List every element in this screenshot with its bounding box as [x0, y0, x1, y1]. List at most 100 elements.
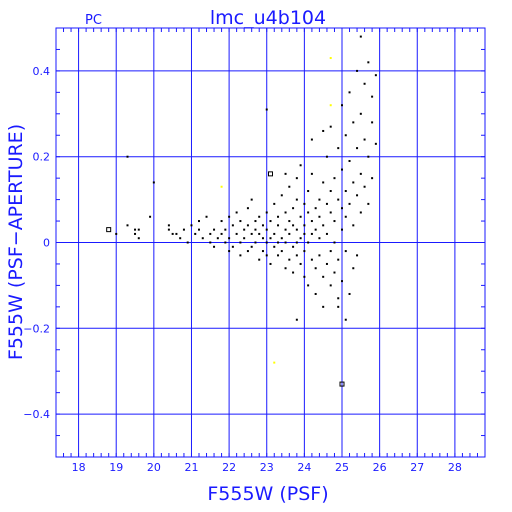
data-point	[352, 121, 355, 124]
data-point	[303, 232, 306, 235]
x-tick-label: 22	[222, 461, 236, 474]
data-point	[325, 202, 328, 205]
grid	[55, 27, 486, 458]
data-point	[314, 207, 317, 210]
data-point	[363, 138, 366, 141]
data-point	[273, 202, 276, 205]
data-point	[344, 250, 347, 253]
y-tick-label: 0.2	[33, 151, 51, 164]
data-point	[341, 280, 343, 283]
data-point	[318, 198, 321, 201]
data-point	[352, 224, 355, 227]
data-point	[246, 207, 249, 210]
data-point	[228, 215, 231, 218]
y-tick-label: −0.2	[23, 322, 50, 335]
x-tick-label: 18	[72, 461, 86, 474]
data-point	[329, 284, 332, 287]
data-point	[213, 245, 216, 248]
data-point	[250, 245, 253, 248]
data-point	[337, 258, 340, 261]
data-point	[318, 254, 321, 257]
data-point	[341, 207, 343, 210]
data-point	[137, 237, 140, 240]
data-point	[224, 241, 227, 244]
data-point	[374, 74, 377, 77]
data-point	[371, 121, 374, 124]
data-point	[235, 232, 238, 235]
data-point	[239, 220, 242, 223]
data-point	[310, 232, 313, 235]
data-point	[329, 211, 332, 214]
data-point	[307, 190, 310, 193]
data-point	[220, 220, 223, 223]
data-point	[216, 237, 219, 240]
data-point	[299, 262, 302, 265]
data-point	[265, 254, 268, 257]
data-point	[359, 211, 362, 214]
data-point	[295, 254, 298, 257]
data-point	[307, 241, 310, 244]
data-point	[239, 241, 242, 244]
data-point	[134, 228, 137, 231]
data-point	[299, 164, 302, 167]
data-point	[318, 215, 321, 218]
data-point	[314, 228, 317, 231]
data-point	[277, 224, 280, 227]
data-point	[295, 177, 298, 180]
data-point	[356, 147, 359, 150]
x-tick-label: 27	[410, 461, 424, 474]
data-point	[258, 215, 261, 218]
data-point	[149, 215, 152, 218]
corner-label: PC	[85, 13, 102, 28]
data-point	[280, 237, 283, 240]
x-tick-label: 19	[109, 461, 123, 474]
data-point	[254, 228, 257, 231]
data-point	[356, 254, 359, 257]
data-point	[280, 194, 283, 197]
data-point	[126, 224, 129, 227]
data-point	[292, 224, 295, 227]
data-point	[322, 129, 325, 132]
data-point	[261, 237, 264, 240]
data-point-square	[268, 171, 273, 177]
data-point	[269, 220, 272, 223]
data-points	[106, 35, 377, 387]
data-point	[261, 250, 264, 253]
data-point	[231, 245, 234, 248]
data-point	[171, 232, 174, 235]
data-point	[348, 159, 351, 162]
data-point	[325, 232, 328, 235]
data-point	[258, 232, 261, 235]
data-point	[254, 241, 257, 244]
x-axis-title: F555W (PSF)	[207, 483, 328, 505]
data-point	[333, 220, 336, 223]
data-point	[261, 224, 264, 227]
data-point	[371, 177, 374, 180]
data-point	[277, 254, 280, 257]
data-point	[344, 215, 347, 218]
data-point	[352, 267, 355, 270]
data-point	[310, 172, 313, 175]
data-point-square	[339, 381, 345, 387]
x-tick-label: 23	[260, 461, 274, 474]
data-point	[325, 155, 328, 158]
data-point	[363, 185, 366, 188]
data-point	[182, 228, 185, 231]
data-point	[292, 245, 295, 248]
data-point	[318, 237, 321, 240]
data-point	[284, 172, 287, 175]
data-point	[310, 258, 313, 261]
data-point	[126, 155, 129, 158]
data-point	[299, 237, 302, 240]
data-point	[337, 198, 340, 201]
data-point	[371, 95, 374, 98]
data-point	[288, 220, 291, 223]
data-point	[295, 241, 298, 244]
data-point	[243, 228, 246, 231]
data-point	[250, 232, 253, 235]
data-point	[352, 181, 355, 184]
data-point	[284, 267, 287, 270]
data-point	[333, 241, 336, 244]
data-point	[322, 181, 325, 184]
data-point	[367, 155, 370, 158]
